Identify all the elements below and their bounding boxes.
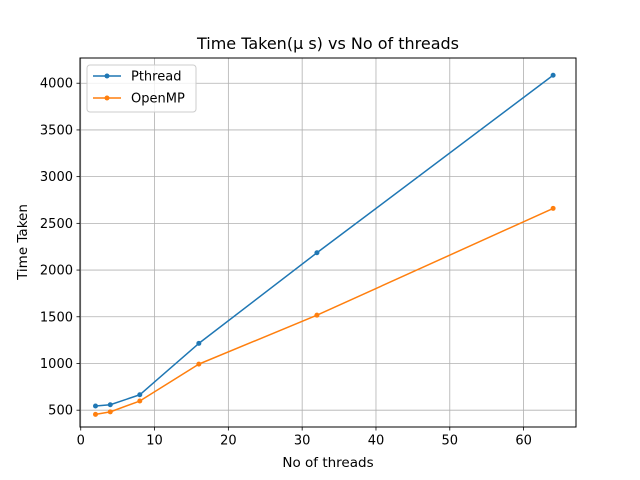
x-tick-label: 10 (146, 434, 163, 449)
legend: Pthread OpenMP (86, 64, 197, 113)
data-point-pthread (550, 72, 556, 78)
data-point-openmp (93, 411, 98, 417)
x-tick-label: 30 (294, 434, 311, 449)
y-tick-label: 1000 (40, 357, 73, 372)
data-point-openmp (137, 398, 143, 404)
grid (80, 58, 576, 427)
x-tick-label: 20 (220, 434, 237, 449)
y-tick-label: 1500 (40, 310, 73, 325)
data-point-openmp (107, 409, 113, 415)
data-point-openmp (550, 205, 556, 211)
y-axis-label: Time Taken (15, 204, 31, 281)
x-tick-label: 60 (515, 434, 532, 449)
chart-title: Time Taken(μ s) vs No of threads (196, 34, 459, 53)
data-point-pthread (137, 392, 143, 398)
y-tick-label: 4000 (40, 77, 73, 92)
x-tick-label: 50 (442, 434, 459, 449)
data-point-openmp (196, 361, 202, 367)
data-point-pthread (107, 402, 113, 408)
y-tick-label: 3500 (40, 123, 73, 138)
x-axis-label: No of threads (282, 455, 373, 471)
data-point-pthread (93, 403, 98, 409)
data-point-pthread (314, 250, 320, 256)
x-tick-label: 40 (368, 434, 385, 449)
legend-label-openmp: OpenMP (131, 92, 185, 107)
data-point-openmp (314, 312, 320, 318)
legend-marker-pthread (104, 73, 110, 79)
y-tick-label: 500 (48, 404, 73, 419)
data-point-pthread (196, 340, 202, 346)
series-layer (93, 72, 556, 417)
axis-ticks: 0 10 20 30 40 50 60 500 1000 1500 2000 2500 3000 3500… (40, 77, 532, 449)
legend-label-pthread: Pthread (131, 70, 181, 85)
plot-area-frame (79, 57, 577, 428)
y-tick-label: 2000 (40, 264, 73, 279)
legend-marker-openmp (104, 95, 110, 101)
y-tick-label: 2500 (40, 217, 73, 232)
x-tick-label: 0 (77, 434, 85, 449)
y-tick-label: 3000 (40, 170, 73, 185)
